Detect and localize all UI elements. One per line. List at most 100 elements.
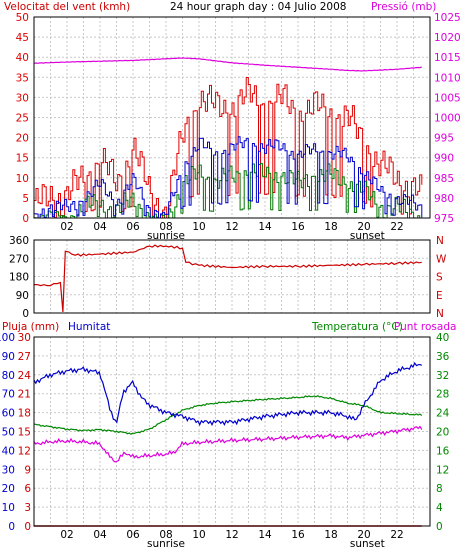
humidity-y-tick: 100: [0, 332, 15, 344]
wind-direction-line: [34, 244, 422, 313]
rain-y-tick: 6: [24, 483, 31, 495]
pressure-y-tick: 1000: [434, 113, 461, 125]
humidity-y-tick: 10: [2, 502, 15, 514]
temperature-y-tick: 8: [436, 483, 443, 495]
pressure-y-tick: 985: [434, 173, 454, 185]
temperature-y-tick: 40: [436, 332, 449, 344]
dewpoint-axis-label: Punt rosada: [394, 321, 456, 333]
rain-y-tick: 21: [18, 389, 31, 401]
rain-y-tick: 15: [18, 427, 31, 439]
pressure-y-tick: 975: [434, 213, 454, 225]
humidity-y-tick: 90: [2, 351, 15, 363]
pressure-axis-label: Pressió (mb): [371, 1, 436, 13]
x-tick-label: 14: [258, 529, 272, 541]
x-tick-label: 12: [225, 221, 238, 233]
x-tick-label: 04: [93, 529, 107, 541]
rain-y-tick: 27: [18, 351, 31, 363]
direction-y-tick: 270: [9, 253, 29, 265]
humidity-y-tick: 60: [2, 408, 15, 420]
pressure-y-tick: 1015: [434, 52, 461, 64]
wind-y-tick: 30: [16, 92, 29, 104]
sunset-label: sunset: [350, 230, 385, 242]
pressure-y-tick: 980: [434, 193, 454, 205]
chart-layer: 0510152025303540455097598098599099510001…: [0, 12, 461, 550]
direction-y-tick: 180: [9, 272, 29, 284]
temperature-y-tick: 36: [436, 351, 450, 363]
x-tick-label: 06: [126, 529, 140, 541]
humidity-y-tick: 50: [2, 427, 15, 439]
x-tick-label: 10: [192, 529, 205, 541]
pressure-y-tick: 990: [434, 153, 454, 165]
x-tick-label: 10: [192, 221, 205, 233]
x-tick-label: 18: [324, 529, 337, 541]
wind-y-tick: 35: [16, 72, 29, 84]
compass-y-tick: S: [436, 272, 443, 284]
humidity-y-tick: 80: [2, 370, 15, 382]
wind-axis-label: Velocitat del vent (kmh): [4, 1, 130, 13]
compass-y-tick: E: [436, 290, 443, 302]
humidity-y-tick: 20: [2, 483, 15, 495]
temperature-y-tick: 16: [436, 445, 450, 457]
x-tick-label: 08: [159, 529, 172, 541]
rain-y-tick: 0: [24, 521, 31, 533]
wind-y-tick: 20: [16, 133, 29, 145]
direction-y-tick: 360: [9, 235, 29, 247]
humidity-y-tick: 30: [2, 464, 15, 476]
sunrise-label: sunrise: [147, 538, 185, 550]
x-tick-label: 22: [390, 221, 403, 233]
pressure-y-tick: 995: [434, 133, 454, 145]
sunrise-label: sunrise: [147, 230, 185, 242]
pressure-line: [33, 57, 422, 72]
x-tick-label: 02: [60, 221, 73, 233]
pressure-y-tick: 1005: [434, 92, 461, 104]
compass-y-tick: W: [436, 253, 447, 265]
x-tick-label: 12: [225, 529, 238, 541]
direction-y-tick: 90: [16, 290, 29, 302]
wind-y-tick: 15: [16, 153, 29, 165]
wind-y-tick: 25: [16, 113, 29, 125]
x-tick-label: 20: [357, 221, 370, 233]
temperature-y-tick: 12: [436, 464, 449, 476]
compass-y-tick: N: [436, 235, 444, 247]
pressure-y-tick: 1020: [434, 32, 461, 44]
x-tick-label: 20: [357, 529, 370, 541]
x-tick-label: 02: [60, 529, 73, 541]
humidity-y-tick: 70: [2, 389, 15, 401]
temperature-axis-label: Temperatura (°C): [311, 321, 403, 333]
rain-y-tick: 24: [18, 370, 32, 382]
humidity-axis-label: Humitat: [68, 321, 110, 333]
rain-axis-label: Pluja (mm): [2, 321, 59, 333]
wind-y-tick: 0: [22, 213, 29, 225]
chart-title: 24 hour graph day : 04 Julio 2008: [170, 1, 346, 13]
dewpoint-line: [33, 425, 423, 463]
wind-y-tick: 45: [16, 32, 29, 44]
humidity-y-tick: 40: [2, 445, 15, 457]
x-tick-label: 18: [324, 221, 337, 233]
rain-y-tick: 3: [24, 502, 31, 514]
compass-y-tick: N: [436, 308, 444, 320]
temperature-y-tick: 28: [436, 389, 449, 401]
temperature-y-tick: 32: [436, 370, 449, 382]
x-tick-label: 08: [159, 221, 172, 233]
wind-y-tick: 5: [22, 193, 29, 205]
wind-y-tick: 40: [16, 52, 29, 64]
wind-y-tick: 10: [16, 173, 29, 185]
wind-y-tick: 50: [16, 12, 29, 24]
rain-y-tick: 30: [18, 332, 31, 344]
pressure-y-tick: 1010: [434, 72, 461, 84]
temperature-y-tick: 4: [436, 502, 443, 514]
direction-y-tick: 0: [22, 308, 29, 320]
rain-y-tick: 18: [18, 408, 31, 420]
wind-plot-frame: [33, 16, 431, 219]
humidity-y-tick: 0: [8, 521, 15, 533]
direction-plot-frame: [33, 239, 431, 314]
humidity-line: [33, 361, 423, 427]
pressure-y-tick: 1025: [434, 12, 461, 24]
wind-low-line: [34, 163, 422, 219]
temperature-y-tick: 20: [436, 427, 449, 439]
x-tick-label: 22: [390, 529, 403, 541]
x-tick-label: 06: [126, 221, 140, 233]
rain-y-tick: 12: [18, 445, 31, 457]
x-tick-label: 16: [291, 529, 305, 541]
